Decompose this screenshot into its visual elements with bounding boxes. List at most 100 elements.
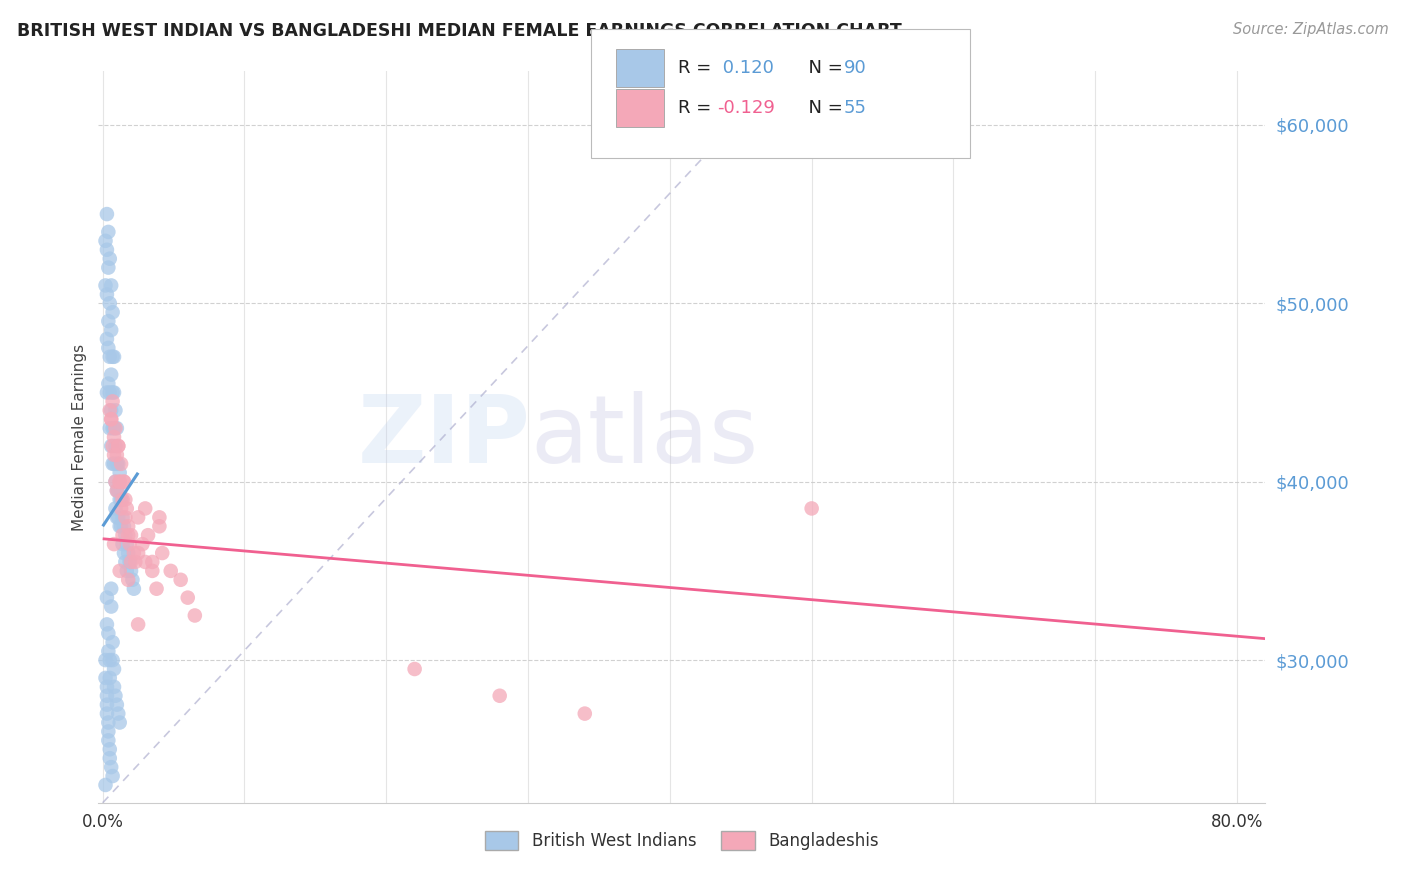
Point (98, 296, 121, 310)
Point (110, 457, 132, 471)
Point (104, 689, 127, 703)
Point (103, 537, 125, 551)
Point (100, 760, 122, 774)
Point (101, 350, 124, 364)
Point (134, 555, 156, 569)
Point (111, 528, 134, 542)
Point (103, 350, 125, 364)
Text: 90: 90 (844, 59, 866, 77)
Point (136, 528, 159, 542)
Point (122, 582, 145, 596)
Point (98, 385, 121, 400)
Point (108, 492, 131, 507)
Point (107, 510, 129, 524)
Point (98, 421, 121, 435)
Point (98, 671, 121, 685)
Point (114, 528, 136, 542)
Point (98, 653, 121, 667)
Point (100, 412, 122, 426)
Point (117, 546, 139, 560)
Point (107, 706, 129, 721)
Point (94, 278, 117, 293)
Point (145, 582, 167, 596)
Point (105, 421, 128, 435)
Point (110, 492, 132, 507)
Point (107, 439, 129, 453)
Point (110, 519, 132, 533)
Point (100, 403, 122, 417)
Point (112, 546, 135, 560)
Point (114, 492, 136, 507)
Point (127, 617, 149, 632)
Point (108, 475, 131, 489)
Point (97, 715, 120, 730)
Point (100, 582, 122, 596)
Point (105, 457, 128, 471)
Point (97, 260, 120, 275)
Point (104, 439, 127, 453)
Point (111, 492, 134, 507)
Point (96, 385, 118, 400)
Point (96, 680, 118, 694)
Point (94, 653, 117, 667)
Point (96, 698, 118, 712)
Point (104, 421, 127, 435)
Point (150, 546, 173, 560)
Text: R =: R = (678, 59, 717, 77)
Text: BRITISH WEST INDIAN VS BANGLADESHI MEDIAN FEMALE EARNINGS CORRELATION CHART: BRITISH WEST INDIAN VS BANGLADESHI MEDIA… (17, 22, 901, 40)
Point (100, 323, 122, 337)
Point (96, 706, 118, 721)
Point (114, 510, 136, 524)
Point (108, 466, 131, 480)
Point (117, 519, 139, 533)
Point (96, 332, 118, 346)
Point (96, 287, 118, 301)
Point (96, 243, 118, 257)
Point (96, 617, 118, 632)
Point (108, 715, 131, 730)
Point (112, 475, 135, 489)
Point (108, 564, 131, 578)
Point (101, 457, 124, 471)
Point (488, 689, 510, 703)
Point (97, 225, 120, 239)
Point (404, 662, 426, 676)
Point (111, 510, 134, 524)
Point (97, 644, 120, 658)
Point (115, 501, 138, 516)
Point (108, 475, 131, 489)
Point (101, 635, 124, 649)
Point (121, 573, 143, 587)
Point (103, 448, 125, 462)
Point (120, 528, 142, 542)
Point (103, 457, 125, 471)
Point (103, 421, 125, 435)
Point (103, 385, 125, 400)
Point (800, 501, 823, 516)
Point (100, 278, 122, 293)
Point (122, 546, 145, 560)
Point (105, 698, 128, 712)
Point (101, 769, 124, 783)
Point (98, 751, 121, 765)
Point (118, 555, 141, 569)
Point (141, 564, 163, 578)
Text: atlas: atlas (530, 391, 758, 483)
Point (124, 555, 146, 569)
Point (100, 368, 122, 382)
Point (100, 599, 122, 614)
Point (97, 724, 120, 739)
Point (117, 573, 139, 587)
Point (100, 439, 122, 453)
Point (127, 510, 149, 524)
Point (103, 430, 125, 444)
Point (177, 591, 200, 605)
Point (98, 742, 121, 756)
Text: R =: R = (678, 99, 717, 117)
Point (120, 564, 142, 578)
Point (127, 546, 149, 560)
Point (101, 439, 124, 453)
Point (101, 385, 124, 400)
Point (98, 252, 121, 266)
Point (104, 501, 127, 516)
